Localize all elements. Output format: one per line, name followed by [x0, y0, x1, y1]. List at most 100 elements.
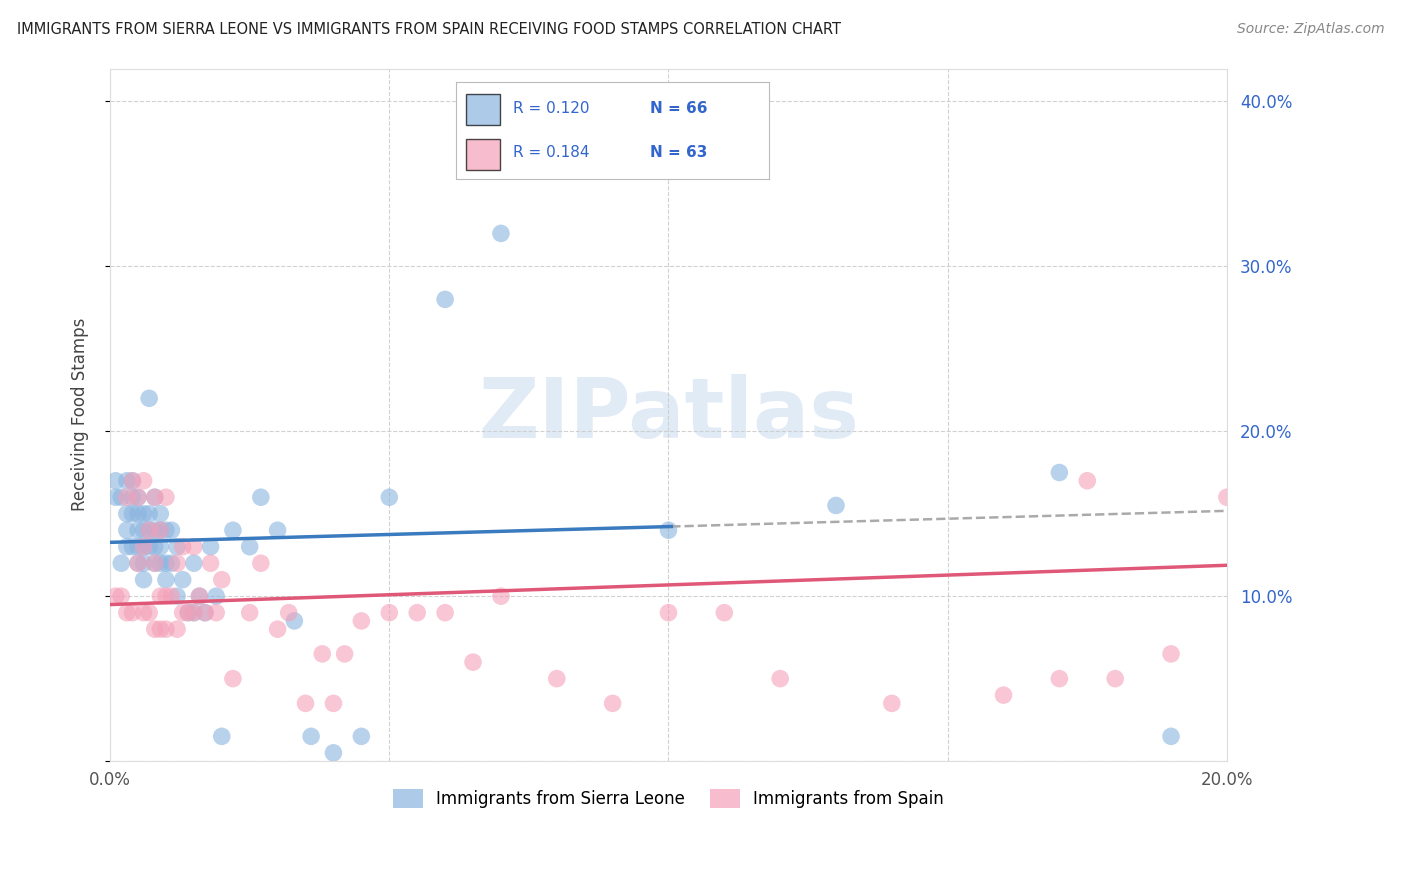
Point — [132, 540, 155, 554]
Point — [115, 507, 138, 521]
Point — [200, 556, 222, 570]
Point — [211, 573, 233, 587]
Point — [277, 606, 299, 620]
Point — [1160, 647, 1182, 661]
Point — [378, 490, 401, 504]
Point — [166, 540, 188, 554]
Point — [166, 589, 188, 603]
Point — [155, 556, 177, 570]
Point — [155, 622, 177, 636]
Point — [149, 540, 172, 554]
Point — [434, 606, 457, 620]
Point — [155, 490, 177, 504]
Point — [194, 606, 217, 620]
Point — [188, 589, 211, 603]
Point — [110, 556, 132, 570]
Point — [132, 474, 155, 488]
Point — [239, 606, 262, 620]
Point — [333, 647, 356, 661]
Point — [143, 523, 166, 537]
Point — [143, 622, 166, 636]
Point — [574, 144, 596, 158]
Point — [1216, 490, 1239, 504]
Point — [110, 589, 132, 603]
Point — [266, 523, 288, 537]
Y-axis label: Receiving Food Stamps: Receiving Food Stamps — [72, 318, 89, 511]
Point — [350, 614, 373, 628]
Point — [115, 490, 138, 504]
Point — [194, 606, 217, 620]
Point — [127, 523, 149, 537]
Point — [713, 606, 735, 620]
Point — [183, 606, 205, 620]
Point — [266, 622, 288, 636]
Point — [489, 227, 512, 241]
Point — [149, 523, 172, 537]
Point — [172, 540, 194, 554]
Point — [143, 490, 166, 504]
Text: IMMIGRANTS FROM SIERRA LEONE VS IMMIGRANTS FROM SPAIN RECEIVING FOOD STAMPS CORR: IMMIGRANTS FROM SIERRA LEONE VS IMMIGRAN… — [17, 22, 841, 37]
Point — [311, 647, 333, 661]
Point — [115, 474, 138, 488]
Point — [155, 523, 177, 537]
Point — [138, 523, 160, 537]
Point — [322, 746, 344, 760]
Legend: Immigrants from Sierra Leone, Immigrants from Spain: Immigrants from Sierra Leone, Immigrants… — [387, 782, 950, 815]
Point — [160, 589, 183, 603]
Point — [127, 556, 149, 570]
Point — [172, 606, 194, 620]
Point — [121, 490, 143, 504]
Point — [132, 507, 155, 521]
Point — [657, 523, 679, 537]
Point — [172, 573, 194, 587]
Point — [825, 499, 848, 513]
Point — [769, 672, 792, 686]
Point — [177, 606, 200, 620]
Point — [138, 392, 160, 406]
Point — [127, 540, 149, 554]
Point — [155, 589, 177, 603]
Point — [115, 540, 138, 554]
Point — [1047, 466, 1070, 480]
Point — [115, 523, 138, 537]
Point — [299, 729, 322, 743]
Point — [138, 606, 160, 620]
Point — [183, 556, 205, 570]
Point — [149, 556, 172, 570]
Point — [121, 606, 143, 620]
Point — [880, 697, 903, 711]
Point — [110, 490, 132, 504]
Point — [250, 490, 273, 504]
Point — [132, 606, 155, 620]
Point — [104, 589, 127, 603]
Point — [177, 606, 200, 620]
Point — [121, 474, 143, 488]
Point — [1104, 672, 1126, 686]
Point — [132, 573, 155, 587]
Point — [1076, 474, 1098, 488]
Point — [211, 729, 233, 743]
Point — [183, 540, 205, 554]
Point — [461, 655, 484, 669]
Point — [149, 523, 172, 537]
Point — [350, 729, 373, 743]
Point — [188, 589, 211, 603]
Point — [546, 672, 568, 686]
Point — [143, 556, 166, 570]
Point — [121, 507, 143, 521]
Text: Source: ZipAtlas.com: Source: ZipAtlas.com — [1237, 22, 1385, 37]
Point — [222, 672, 245, 686]
Point — [294, 697, 316, 711]
Point — [121, 540, 143, 554]
Point — [127, 556, 149, 570]
Point — [138, 507, 160, 521]
Point — [115, 606, 138, 620]
Point — [205, 606, 228, 620]
Point — [1047, 672, 1070, 686]
Point — [132, 556, 155, 570]
Point — [143, 490, 166, 504]
Point — [657, 606, 679, 620]
Point — [322, 697, 344, 711]
Point — [200, 540, 222, 554]
Point — [127, 490, 149, 504]
